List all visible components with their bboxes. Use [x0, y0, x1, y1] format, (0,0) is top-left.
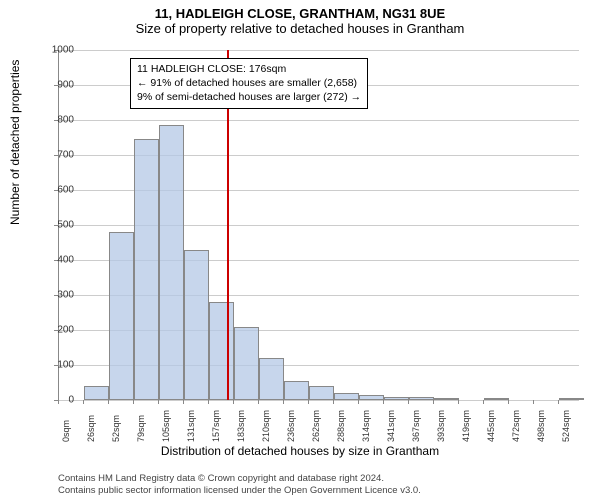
x-tick-label: 314sqm	[361, 410, 371, 442]
histogram-bar	[159, 125, 184, 400]
histogram-bar	[434, 398, 459, 400]
histogram-bar	[284, 381, 309, 400]
x-tick-mark	[558, 400, 559, 404]
y-tick-label: 900	[34, 80, 74, 91]
x-tick-label: 183sqm	[236, 410, 246, 442]
x-tick-label: 262sqm	[311, 410, 321, 442]
x-tick-mark	[133, 400, 134, 404]
y-tick-label: 1000	[34, 45, 74, 56]
x-tick-mark	[58, 400, 59, 404]
x-tick-mark	[83, 400, 84, 404]
x-tick-label: 524sqm	[561, 410, 571, 442]
y-tick-label: 800	[34, 115, 74, 126]
x-tick-mark	[108, 400, 109, 404]
histogram-bar	[84, 386, 109, 400]
y-tick-label: 200	[34, 325, 74, 336]
annotation-line: ← 91% of detached houses are smaller (2,…	[137, 76, 361, 90]
x-tick-mark	[358, 400, 359, 404]
x-tick-mark	[383, 400, 384, 404]
x-tick-mark	[208, 400, 209, 404]
histogram-bar	[259, 358, 284, 400]
x-tick-mark	[308, 400, 309, 404]
footer-line-1: Contains HM Land Registry data © Crown c…	[58, 473, 421, 484]
x-tick-label: 105sqm	[161, 410, 171, 442]
y-tick-label: 600	[34, 185, 74, 196]
histogram-bar	[234, 327, 259, 401]
x-tick-label: 367sqm	[411, 410, 421, 442]
histogram-bar	[109, 232, 134, 400]
x-tick-label: 472sqm	[511, 410, 521, 442]
x-tick-label: 0sqm	[61, 420, 71, 442]
chart-title-main: 11, HADLEIGH CLOSE, GRANTHAM, NG31 8UE	[0, 0, 600, 21]
histogram-bar	[384, 397, 409, 401]
gridline	[59, 120, 579, 121]
chart-title-sub: Size of property relative to detached ho…	[0, 21, 600, 40]
x-tick-label: 26sqm	[86, 415, 96, 442]
x-tick-mark	[333, 400, 334, 404]
annotation-box: 11 HADLEIGH CLOSE: 176sqm← 91% of detach…	[130, 58, 368, 109]
histogram-bar	[209, 302, 234, 400]
x-tick-mark	[433, 400, 434, 404]
y-tick-label: 300	[34, 290, 74, 301]
x-tick-label: 52sqm	[111, 415, 121, 442]
footer-attribution: Contains HM Land Registry data © Crown c…	[58, 473, 421, 496]
x-tick-label: 157sqm	[211, 410, 221, 442]
x-tick-label: 498sqm	[536, 410, 546, 442]
chart-container: 11, HADLEIGH CLOSE, GRANTHAM, NG31 8UE S…	[0, 0, 600, 500]
x-tick-mark	[408, 400, 409, 404]
x-tick-mark	[258, 400, 259, 404]
y-tick-label: 500	[34, 220, 74, 231]
x-tick-label: 236sqm	[286, 410, 296, 442]
x-axis-label: Distribution of detached houses by size …	[0, 444, 600, 458]
gridline	[59, 50, 579, 51]
x-tick-label: 419sqm	[461, 410, 471, 442]
histogram-bar	[334, 393, 359, 400]
x-tick-mark	[508, 400, 509, 404]
histogram-bar	[559, 398, 584, 400]
x-tick-label: 210sqm	[261, 410, 271, 442]
y-tick-label: 700	[34, 150, 74, 161]
x-tick-mark	[158, 400, 159, 404]
histogram-bar	[359, 395, 384, 400]
annotation-line: 11 HADLEIGH CLOSE: 176sqm	[137, 62, 361, 76]
gridline	[59, 400, 579, 401]
x-tick-mark	[483, 400, 484, 404]
x-tick-label: 445sqm	[486, 410, 496, 442]
x-tick-mark	[283, 400, 284, 404]
x-tick-label: 79sqm	[136, 415, 146, 442]
x-tick-mark	[183, 400, 184, 404]
histogram-bar	[184, 250, 209, 401]
footer-line-2: Contains public sector information licen…	[58, 485, 421, 496]
histogram-bar	[484, 398, 509, 400]
chart-area: 11 HADLEIGH CLOSE: 176sqm← 91% of detach…	[58, 50, 578, 400]
x-tick-label: 341sqm	[386, 410, 396, 442]
y-axis-label: Number of detached properties	[8, 60, 22, 225]
x-tick-mark	[233, 400, 234, 404]
x-tick-mark	[458, 400, 459, 404]
x-tick-label: 393sqm	[436, 410, 446, 442]
x-tick-label: 288sqm	[336, 410, 346, 442]
annotation-line: 9% of semi-detached houses are larger (2…	[137, 90, 361, 104]
histogram-bar	[134, 139, 159, 400]
histogram-bar	[309, 386, 334, 400]
x-tick-label: 131sqm	[186, 410, 196, 442]
x-tick-mark	[533, 400, 534, 404]
y-tick-label: 400	[34, 255, 74, 266]
histogram-bar	[409, 397, 434, 401]
y-tick-label: 0	[34, 395, 74, 406]
y-tick-label: 100	[34, 360, 74, 371]
